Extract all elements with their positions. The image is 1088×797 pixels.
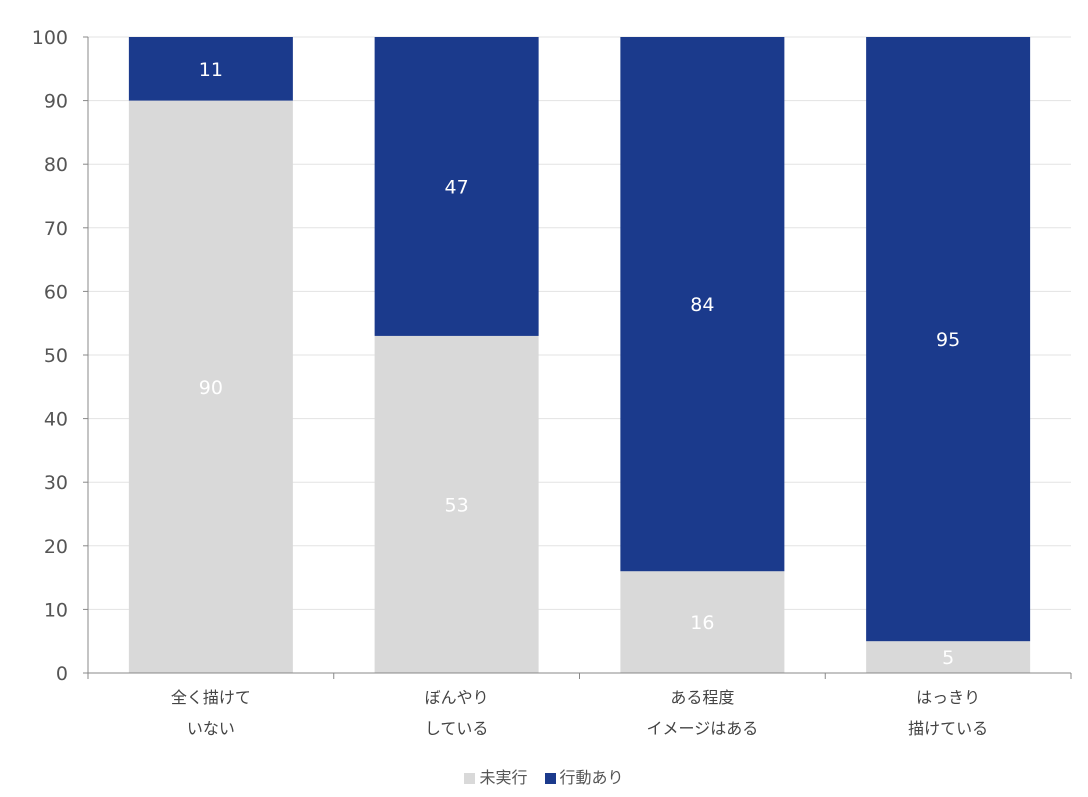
y-tick-label: 70 <box>44 218 68 240</box>
y-tick-label: 20 <box>44 536 68 558</box>
legend-item-0[interactable]: 未実行 <box>464 768 527 787</box>
bar-segment <box>374 37 539 336</box>
data-label: 53 <box>445 494 469 516</box>
x-tick-label: いない <box>187 719 235 738</box>
x-tick-label: ある程度 <box>670 688 734 707</box>
y-tick-label: 60 <box>44 281 68 303</box>
bar-segment <box>866 37 1031 642</box>
bar-segment <box>128 37 293 101</box>
x-tick-label: 描けている <box>908 719 988 738</box>
x-tick-label: はっきり <box>916 688 980 707</box>
y-tick-label: 50 <box>44 345 68 367</box>
bar-segment <box>866 641 1031 673</box>
y-tick-label: 100 <box>32 27 68 49</box>
bar-segment <box>620 37 785 572</box>
y-tick-label: 0 <box>56 663 68 685</box>
y-tick-label: 10 <box>44 599 68 621</box>
y-tick-label: 30 <box>44 472 68 494</box>
legend-label: 行動あり <box>559 768 624 787</box>
data-label: 95 <box>936 329 960 351</box>
bar-segment <box>374 335 539 673</box>
data-label: 11 <box>199 59 223 81</box>
data-label: 47 <box>445 176 469 198</box>
legend-item-1[interactable]: 行動あり <box>544 768 624 787</box>
data-label: 16 <box>690 612 714 634</box>
data-label: 84 <box>690 294 714 316</box>
x-tick-label: している <box>425 719 489 738</box>
x-tick-label: ぼんやり <box>425 688 489 707</box>
legend: 未実行 行動あり <box>0 764 1088 788</box>
y-tick-label: 80 <box>44 154 68 176</box>
y-tick-label: 90 <box>44 91 68 113</box>
legend-swatch <box>544 773 556 784</box>
x-tick-label: 全く描けて <box>171 688 251 707</box>
y-tick-label: 40 <box>44 409 68 431</box>
bar-segment <box>128 100 293 674</box>
bar-segment <box>620 571 785 673</box>
data-label: 90 <box>199 377 223 399</box>
data-label: 5 <box>942 647 954 669</box>
legend-swatch <box>464 773 476 784</box>
x-tick-label: イメージはある <box>647 719 759 738</box>
legend-label: 未実行 <box>479 768 528 787</box>
